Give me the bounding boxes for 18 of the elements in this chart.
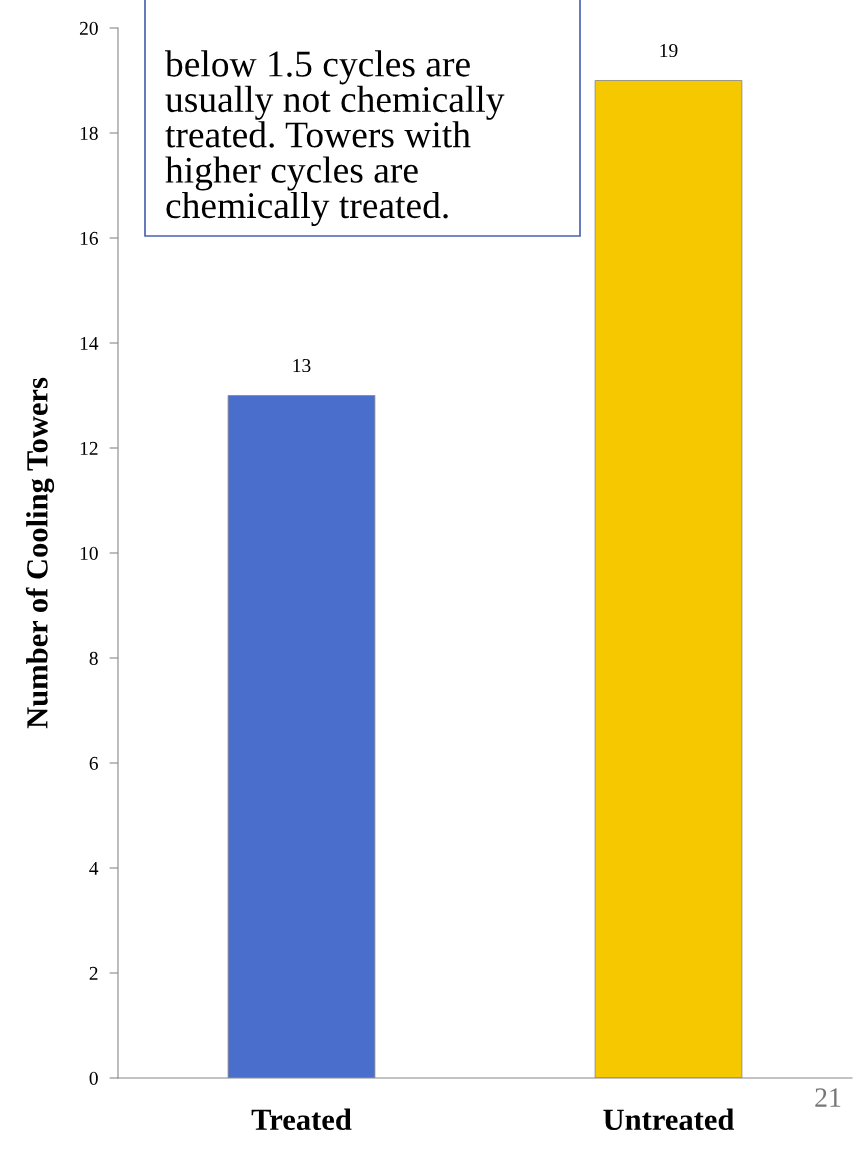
y-tick-label: 18 <box>80 126 98 140</box>
data-label: 13 <box>293 359 311 373</box>
y-tick-label: 8 <box>89 651 98 665</box>
y-tick-label: 16 <box>80 231 98 245</box>
y-tick-label: 4 <box>89 861 99 875</box>
y-tick-label: 6 <box>89 756 98 770</box>
y-tick-label: 10 <box>80 546 98 560</box>
y-tick-label: 20 <box>79 21 98 35</box>
y-tick-label: 14 <box>80 336 99 350</box>
x-tick-label: Treated <box>251 1108 352 1131</box>
y-tick-label: 0 <box>89 1071 98 1085</box>
data-label: 19 <box>660 44 678 58</box>
y-axis-title: Number of Cooling Towers <box>25 377 55 729</box>
y-tick-label: 12 <box>80 441 98 455</box>
x-tick-label: Untreated <box>603 1108 735 1131</box>
text: 21 <box>815 1088 841 1107</box>
y-tick-label: 2 <box>89 966 98 980</box>
annotation: below 1.5 cycles are usually not chemically treated. Towers with higher cycles are chemically treated. <box>165 50 505 226</box>
